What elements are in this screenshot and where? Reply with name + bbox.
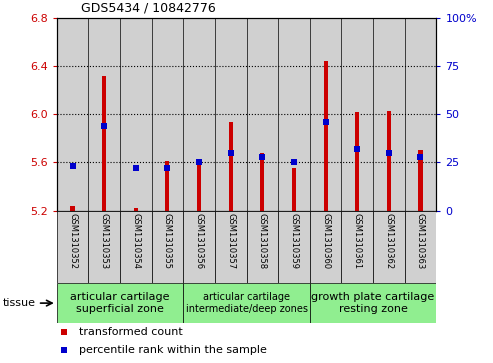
Text: GSM1310354: GSM1310354 (131, 213, 141, 269)
Bar (215, 211, 246, 283)
Bar (246, 18, 278, 211)
Bar (229, 122, 233, 211)
Bar (405, 18, 436, 211)
Bar (419, 150, 423, 211)
Bar (292, 168, 296, 211)
Text: GSM1310362: GSM1310362 (385, 213, 393, 269)
Bar (165, 161, 170, 211)
Bar (310, 211, 341, 283)
Bar (152, 18, 183, 211)
Text: growth plate cartilage
resting zone: growth plate cartilage resting zone (312, 292, 435, 314)
Text: articular cartilage
superficial zone: articular cartilage superficial zone (70, 292, 170, 314)
Text: transformed count: transformed count (79, 327, 183, 337)
Text: GSM1310355: GSM1310355 (163, 213, 172, 269)
Text: GSM1310361: GSM1310361 (352, 213, 362, 269)
Text: GSM1310360: GSM1310360 (321, 213, 330, 269)
Text: GSM1310363: GSM1310363 (416, 213, 425, 269)
Bar (57, 18, 88, 211)
Bar (120, 211, 152, 283)
Text: tissue: tissue (2, 298, 35, 308)
Bar (341, 18, 373, 211)
Text: GDS5434 / 10842776: GDS5434 / 10842776 (81, 1, 216, 15)
Bar (102, 76, 106, 211)
Bar (310, 18, 341, 211)
Bar (355, 112, 359, 211)
Bar (88, 18, 120, 211)
Bar (341, 211, 373, 283)
Bar (310, 283, 436, 323)
Bar (152, 211, 183, 283)
Bar (246, 211, 278, 283)
Bar (183, 211, 215, 283)
Bar (387, 111, 391, 211)
Bar (197, 161, 201, 211)
Bar (183, 283, 310, 323)
Text: GSM1310358: GSM1310358 (258, 213, 267, 269)
Bar (183, 18, 215, 211)
Bar (373, 18, 405, 211)
Text: GSM1310352: GSM1310352 (68, 213, 77, 269)
Text: articular cartilage
intermediate/deep zones: articular cartilage intermediate/deep zo… (185, 292, 308, 314)
Text: GSM1310359: GSM1310359 (289, 213, 298, 269)
Text: GSM1310353: GSM1310353 (100, 213, 108, 269)
Bar (215, 18, 246, 211)
Bar (120, 18, 152, 211)
Bar (323, 61, 328, 211)
Bar (57, 211, 88, 283)
Bar (57, 283, 183, 323)
Bar (278, 211, 310, 283)
Bar (373, 211, 405, 283)
Bar (88, 211, 120, 283)
Bar (70, 206, 74, 211)
Bar (260, 153, 264, 211)
Bar (405, 211, 436, 283)
Text: GSM1310357: GSM1310357 (226, 213, 235, 269)
Text: GSM1310356: GSM1310356 (195, 213, 204, 269)
Bar (278, 18, 310, 211)
Text: percentile rank within the sample: percentile rank within the sample (79, 345, 267, 355)
Bar (134, 208, 138, 211)
